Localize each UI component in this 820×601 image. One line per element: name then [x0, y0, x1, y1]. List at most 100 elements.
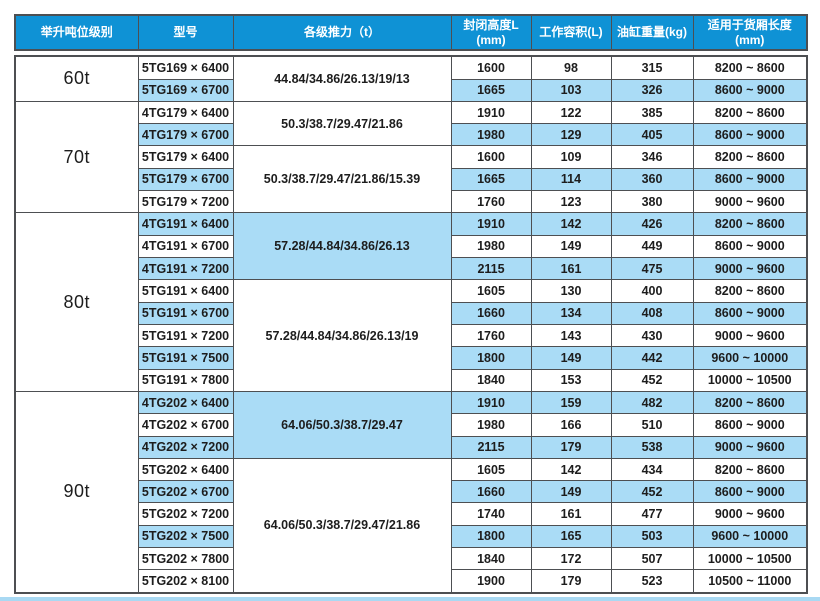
table-row: 5TG179 × 6400 50.3/38.7/29.47/21.86/15.39… — [15, 145, 808, 214]
table-row: 5TG202 × 7500 1800 165 503 9600 ~ 10000 — [15, 524, 808, 549]
table-row: 5TG169 × 6700 1665 103 326 8600 ~ 9000 — [15, 78, 808, 102]
column-header-6: 油缸重量(kg) — [610, 14, 694, 51]
working-volume-cell: 153 — [530, 368, 612, 392]
table-row: 90t 4TG202 × 6400 64.06/50.3/38.7/29.47 191… — [14, 390, 808, 594]
working-volume-cell: 123 — [530, 190, 612, 214]
working-volume-cell: 161 — [530, 257, 612, 281]
working-volume-cell: 134 — [530, 301, 612, 325]
working-volume-cell: 161 — [530, 502, 612, 526]
closed-height-cell: 1605 — [450, 457, 532, 482]
model-cell: 5TG191 × 6700 — [137, 301, 234, 325]
tonnage-class-cell: 70t — [14, 100, 139, 214]
working-volume-cell: 149 — [530, 346, 612, 370]
cylinder-weight-cell: 475 — [610, 257, 694, 281]
closed-height-cell: 1665 — [450, 167, 532, 192]
box-length-cell: 9000 ~ 9600 — [692, 323, 808, 348]
cylinder-weight-cell: 482 — [610, 390, 694, 415]
closed-height-cell: 2115 — [450, 435, 532, 459]
cylinder-weight-cell: 477 — [610, 502, 694, 526]
closed-height-cell: 1980 — [450, 413, 532, 437]
column-header-label: 工作容积(L) — [539, 25, 603, 40]
tonnage-class-cell: 80t — [14, 212, 139, 392]
table-rows: 60t 5TG169 × 6400 44.84/34.86/26.13/19/13 1… — [14, 55, 808, 594]
working-volume-cell: 114 — [530, 167, 612, 192]
working-volume-cell: 142 — [530, 212, 612, 236]
box-length-cell: 8200 ~ 8600 — [692, 279, 808, 303]
cylinder-weight-cell: 400 — [610, 279, 694, 303]
column-header-label: 举升吨位级别 — [40, 25, 113, 40]
working-volume-cell: 122 — [530, 100, 612, 125]
table-row: 5TG202 × 7800 1840 172 507 10000 ~ 10500 — [15, 547, 808, 571]
closed-height-cell: 1760 — [450, 190, 532, 214]
box-length-cell: 8200 ~ 8600 — [692, 100, 808, 125]
column-header-5: 工作容积(L) — [530, 14, 612, 51]
table-row: 5TG191 × 7800 1840 153 452 10000 ~ 10500 — [15, 368, 808, 392]
model-cell: 5TG169 × 6400 — [137, 55, 234, 80]
column-header-7: 适用于货厢长度 (mm) — [692, 14, 808, 51]
box-length-cell: 9000 ~ 9600 — [692, 435, 808, 459]
thrust-cell: 64.06/50.3/38.7/29.47 — [232, 390, 452, 459]
thrust-cell: 50.3/38.7/29.47/21.86/15.39 — [232, 145, 452, 214]
closed-height-cell: 1980 — [450, 123, 532, 147]
closed-height-cell: 1800 — [450, 524, 532, 549]
model-cell: 4TG202 × 7200 — [137, 435, 234, 459]
box-length-cell: 9600 ~ 10000 — [692, 524, 808, 549]
column-header-label: 油缸重量(kg) — [617, 25, 687, 40]
model-cell: 5TG169 × 6700 — [137, 78, 234, 102]
working-volume-cell: 143 — [530, 323, 612, 348]
box-length-cell: 8200 ~ 8600 — [692, 145, 808, 169]
box-length-cell: 8600 ~ 9000 — [692, 413, 808, 437]
box-length-cell: 8600 ~ 9000 — [692, 167, 808, 192]
closed-height-cell: 1600 — [450, 145, 532, 169]
cylinder-weight-cell: 346 — [610, 145, 694, 169]
closed-height-cell: 1840 — [450, 368, 532, 392]
closed-height-cell: 1910 — [450, 100, 532, 125]
model-cell: 5TG191 × 7200 — [137, 323, 234, 348]
table-row: 5TG202 × 7200 1740 161 477 9000 ~ 9600 — [15, 502, 808, 526]
model-cell: 4TG191 × 6700 — [137, 234, 234, 259]
cylinder-weight-cell: 442 — [610, 346, 694, 370]
cylinder-weight-cell: 503 — [610, 524, 694, 549]
cylinder-weight-cell: 360 — [610, 167, 694, 192]
working-volume-cell: 149 — [530, 234, 612, 259]
box-length-cell: 8600 ~ 9000 — [692, 480, 808, 504]
box-length-cell: 8200 ~ 8600 — [692, 457, 808, 482]
cylinder-weight-cell: 408 — [610, 301, 694, 325]
box-length-cell: 8200 ~ 8600 — [692, 390, 808, 415]
spec-table-header: 举升吨位级别 型号 各级推力（t） 封闭高度L (mm) 工作容积(L) 油缸重量(kg) 适… — [14, 14, 808, 51]
model-cell: 4TG179 × 6700 — [137, 123, 234, 147]
column-header-3: 各级推力（t） — [232, 14, 452, 51]
model-cell: 5TG179 × 6700 — [137, 167, 234, 192]
box-length-cell: 9600 ~ 10000 — [692, 346, 808, 370]
model-cell: 4TG202 × 6400 — [137, 390, 234, 415]
column-header-label: 封闭高度L — [463, 18, 519, 33]
model-cell: 5TG179 × 7200 — [137, 190, 234, 214]
closed-height-cell: 1660 — [450, 480, 532, 504]
box-length-cell: 10000 ~ 10500 — [692, 368, 808, 392]
thrust-cell: 57.28/44.84/34.86/26.13 — [232, 212, 452, 281]
table-row: 80t 4TG191 × 6400 57.28/44.84/34.86/26.13 1… — [14, 212, 808, 392]
model-cell: 4TG191 × 6400 — [137, 212, 234, 236]
model-cell: 4TG191 × 7200 — [137, 257, 234, 281]
closed-height-cell: 1605 — [450, 279, 532, 303]
model-cell: 5TG179 × 6400 — [137, 145, 234, 169]
cylinder-weight-cell: 430 — [610, 323, 694, 348]
working-volume-cell: 179 — [530, 435, 612, 459]
model-cell: 5TG191 × 7500 — [137, 346, 234, 370]
closed-height-cell: 1910 — [450, 390, 532, 415]
table-row: 5TG202 × 8100 1900 179 523 10500 ~ 11000 — [15, 569, 808, 594]
table-row: 5TG179 × 7200 1760 123 380 9000 ~ 9600 — [15, 190, 808, 214]
cylinder-weight-cell: 510 — [610, 413, 694, 437]
cylinder-weight-cell: 380 — [610, 190, 694, 214]
model-cell: 5TG191 × 6400 — [137, 279, 234, 303]
model-cell: 5TG202 × 7500 — [137, 524, 234, 549]
cylinder-weight-cell: 426 — [610, 212, 694, 236]
working-volume-cell: 129 — [530, 123, 612, 147]
table-row: 5TG191 × 7500 1800 149 442 9600 ~ 10000 — [15, 346, 808, 370]
column-header-label: 适用于货厢长度 — [707, 18, 792, 33]
table-row: 5TG179 × 6700 1665 114 360 8600 ~ 9000 — [15, 167, 808, 192]
thrust-cell: 64.06/50.3/38.7/29.47/21.86 — [232, 457, 452, 594]
table-row: 5TG191 × 7200 1760 143 430 9000 ~ 9600 — [15, 323, 808, 348]
model-cell: 4TG202 × 6700 — [137, 413, 234, 437]
